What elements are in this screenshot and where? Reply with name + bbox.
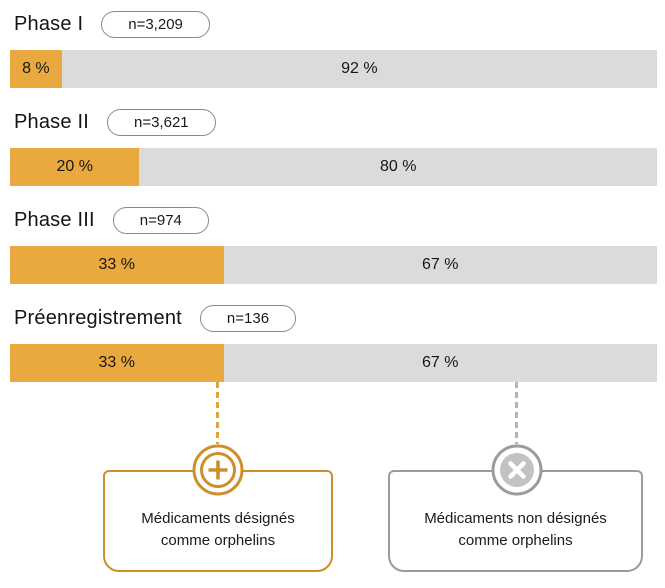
stacked-bar: 33 % 67 % xyxy=(10,246,657,284)
bar-value-label: 33 % xyxy=(98,256,135,273)
sample-size-pill: n=136 xyxy=(199,304,297,332)
bar-segment-designated: 8 % xyxy=(10,50,62,88)
legend-annotation-area: Médicaments désignés comme orphelins Méd… xyxy=(0,382,665,572)
bar-value-label: 33 % xyxy=(98,354,135,371)
bar-segment-designated: 20 % xyxy=(10,148,140,186)
phase-section-3: Phase III n=974 33 % 67 % xyxy=(0,202,665,284)
phase-header: Phase III n=974 xyxy=(14,202,665,238)
legend-label-line: Médicaments non désignés xyxy=(424,510,607,527)
phase-header: Phase II n=3,621 xyxy=(14,104,665,140)
bar-value-label: 67 % xyxy=(422,256,459,273)
bar-value-label: 80 % xyxy=(379,158,417,175)
phase-header: Préenregistrement n=136 xyxy=(14,300,665,336)
bar-segment-non-designated: 92 % xyxy=(61,50,657,88)
phase-label: Phase III xyxy=(14,208,95,231)
phase-section-2: Phase II n=3,621 20 % 80 % xyxy=(0,104,665,186)
phase-label: Phase II xyxy=(14,110,89,133)
plus-circle-icon xyxy=(192,444,244,496)
bar-segment-non-designated: 80 % xyxy=(139,148,657,186)
stacked-bar: 20 % 80 % xyxy=(10,148,657,186)
phase-label: Préenregistrement xyxy=(14,306,182,329)
stacked-bar: 8 % 92 % xyxy=(10,50,657,88)
bar-segment-designated: 33 % xyxy=(10,344,224,382)
phase-header: Phase I n=3,209 xyxy=(14,6,665,42)
bar-value-label: 20 % xyxy=(56,158,93,175)
legend-label-line: comme orphelins xyxy=(160,532,276,549)
legend-label-line: comme orphelins xyxy=(458,532,573,549)
sample-size-pill: n=974 xyxy=(112,206,209,234)
phase-label: Phase I xyxy=(14,12,84,35)
dashed-connector-non-designated xyxy=(515,382,518,444)
bar-value-label: 8 % xyxy=(22,60,50,77)
dashed-connector-designated xyxy=(216,382,219,444)
sample-size-pill: n=3,209 xyxy=(101,10,210,38)
stacked-bar: 33 % 67 % xyxy=(10,344,657,382)
bar-segment-non-designated: 67 % xyxy=(223,344,657,382)
bar-segment-non-designated: 67 % xyxy=(223,246,657,284)
sample-size-pill: n=3,621 xyxy=(106,108,216,136)
bar-segment-designated: 33 % xyxy=(10,246,224,284)
x-circle-icon xyxy=(491,444,543,496)
bar-value-label: 92 % xyxy=(341,60,378,77)
legend-label-line: Médicaments désignés xyxy=(141,510,295,527)
bar-value-label: 67 % xyxy=(422,354,459,371)
chart-body: Phase I n=3,209 8 % 92 % Phase II n=3,62… xyxy=(0,6,665,572)
phase-section-4: Préenregistrement n=136 33 % 67 % xyxy=(0,300,665,382)
phase-section-1: Phase I n=3,209 8 % 92 % xyxy=(0,6,665,88)
